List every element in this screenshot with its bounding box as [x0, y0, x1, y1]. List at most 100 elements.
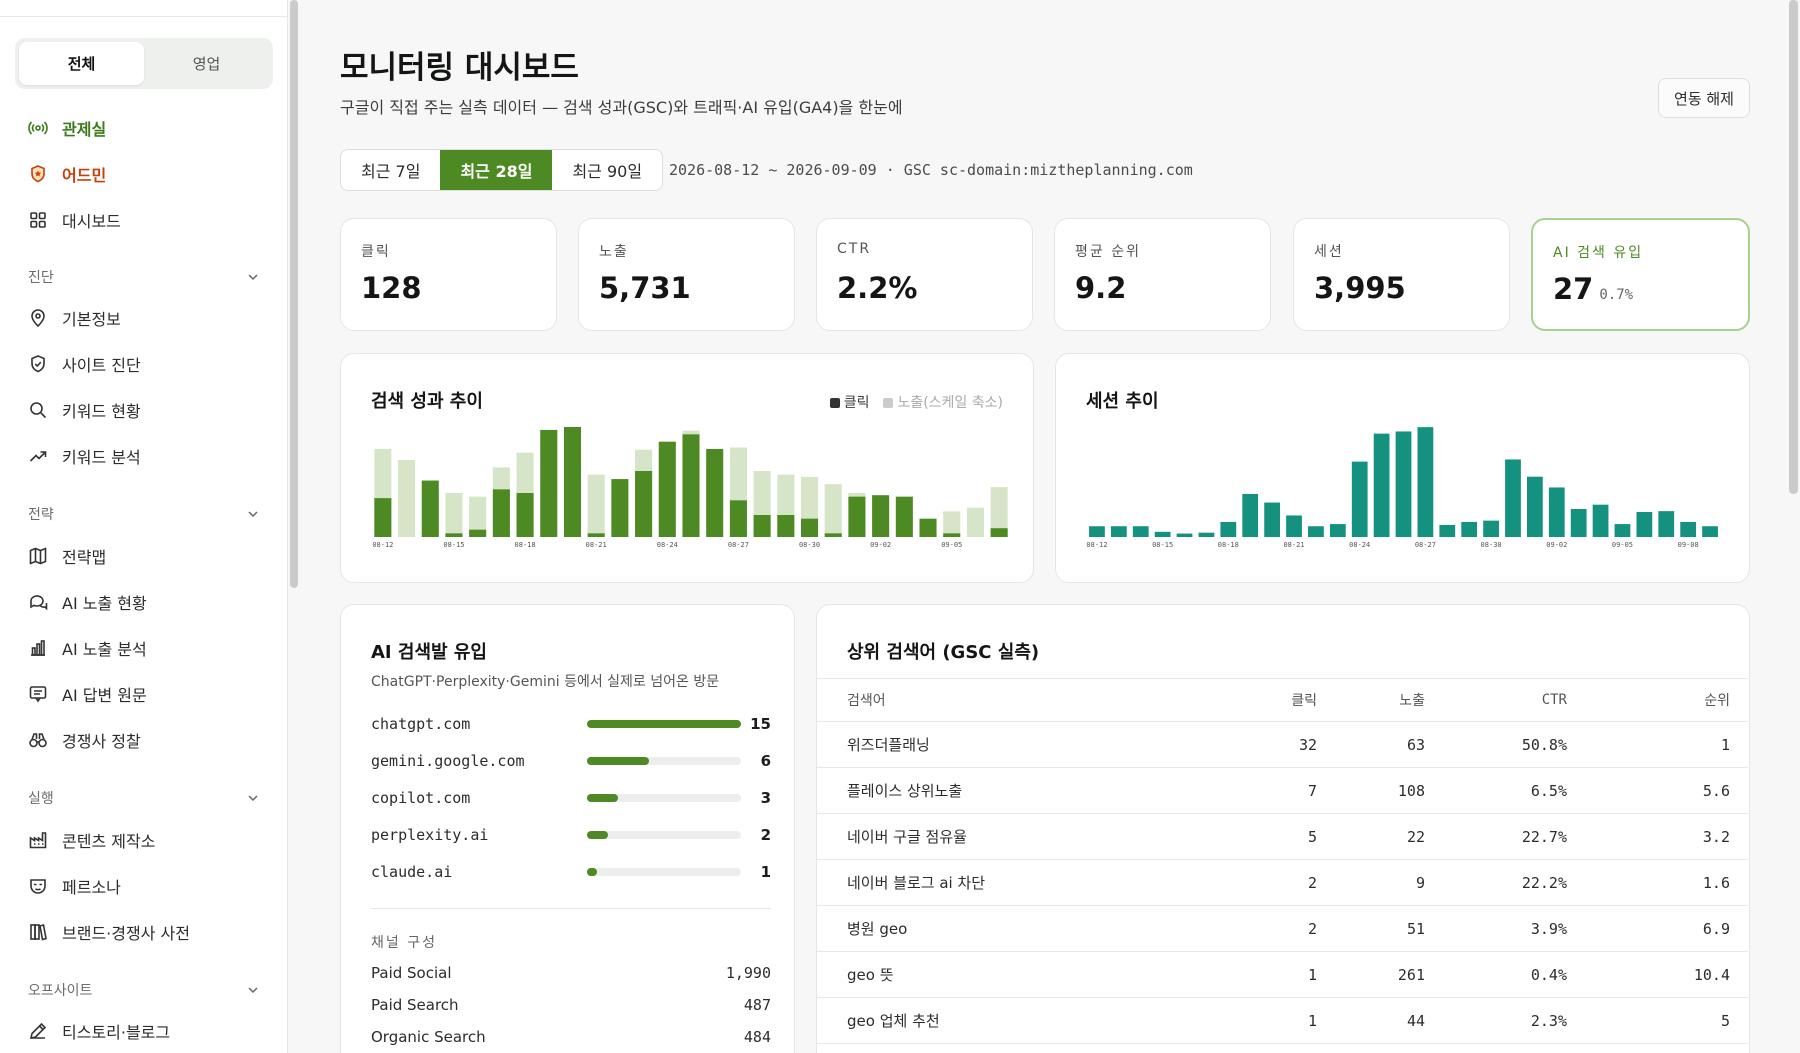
referral-source: perplexity.ai	[371, 826, 489, 844]
nav-keyword-analysis[interactable]: 키워드 분석	[28, 438, 268, 474]
card-subtitle: ChatGPT·Perplexity·Gemini 등에서 실제로 넘어온 방문	[371, 674, 720, 690]
chevron-down-icon	[248, 511, 258, 518]
segment-sales[interactable]: 영업	[192, 55, 221, 73]
nav-admin[interactable]: 어드민	[28, 156, 268, 192]
referral-bar	[587, 794, 741, 802]
kpi-card-ai-referral: AI 검색 유입 27 0.7%	[1531, 218, 1750, 331]
kpi-label: 노출	[599, 244, 629, 260]
sidebar-top-divider	[0, 16, 288, 17]
table-row[interactable]: geo 업체 추천 1 44 2.3% 5	[817, 998, 1748, 1044]
nav-content-factory[interactable]: 콘텐츠 제작소	[28, 822, 268, 858]
channel-name: Organic Search	[371, 1028, 486, 1046]
table-row[interactable]: 네이버 블로그 ai 차단 2 9 22.2% 1.6	[817, 860, 1748, 906]
range-28d-button[interactable]: 최근 28일	[440, 150, 553, 190]
nav-dashboard[interactable]: 대시보드	[28, 202, 268, 238]
sessions-bar	[1264, 502, 1281, 537]
table-header: 검색어 클릭 노출 CTR 순위	[817, 678, 1748, 722]
clicks-bar	[587, 533, 605, 537]
disconnect-button[interactable]: 연동 해제	[1658, 78, 1750, 118]
col-query[interactable]: 검색어	[847, 693, 886, 709]
col-position[interactable]: 순위	[1704, 693, 1730, 709]
x-tick-label: 08-12	[1086, 541, 1107, 549]
cell-clicks: 2	[1307, 873, 1317, 892]
nav-keyword-status[interactable]: 키워드 현황	[28, 392, 268, 428]
sessions-bar	[1614, 524, 1631, 537]
clicks-bar	[445, 533, 463, 537]
kpi-card-sessions: 세션 3,995	[1293, 218, 1510, 331]
nav-label: AI 답변 원문	[62, 686, 147, 705]
clicks-bar	[800, 518, 819, 537]
sessions-bar	[1483, 520, 1499, 537]
x-tick-label: 09-05	[941, 541, 962, 549]
sessions-bar	[1286, 515, 1302, 537]
cell-clicks: 7	[1307, 781, 1317, 800]
x-tick-label: 08-18	[515, 541, 536, 549]
nav-competitor-recon[interactable]: 경쟁사 정찰	[28, 722, 268, 758]
nav-label: 키워드 분석	[62, 448, 141, 467]
nav-tistory-blog[interactable]: 티스토리·블로그	[28, 1013, 268, 1049]
sidebar-scrollbar[interactable]	[290, 0, 298, 588]
main-scrollbar[interactable]	[1789, 0, 1798, 494]
kpi-label: 평균 순위	[1075, 244, 1141, 260]
factory-icon	[29, 832, 47, 849]
kpi-card-ctr: CTR 2.2%	[816, 218, 1033, 331]
nav-ai-answer-source[interactable]: AI 답변 원문	[28, 676, 268, 712]
scope-segmented-control: 전체 영업	[15, 38, 273, 89]
nav-control-room[interactable]: 관제실	[28, 110, 268, 146]
channel-row: Organic Search 484	[371, 1023, 771, 1051]
nav-strategy-map[interactable]: 전략맵	[28, 538, 268, 574]
cell-position: 5.6	[1702, 781, 1730, 800]
nav-basic-info[interactable]: 기본정보	[28, 300, 268, 336]
range-90d-button[interactable]: 최근 90일	[572, 162, 643, 181]
referral-bar-fill	[587, 757, 649, 765]
col-impressions[interactable]: 노출	[1399, 693, 1425, 709]
clicks-bar	[777, 515, 795, 537]
nav-label: 키워드 현황	[62, 402, 141, 421]
kpi-value: 2.2%	[837, 271, 918, 305]
nav-section-execution[interactable]: 실행	[28, 786, 260, 810]
referral-bar	[587, 757, 741, 765]
col-clicks[interactable]: 클릭	[1291, 693, 1317, 709]
x-tick-label: 08-27	[1415, 541, 1436, 549]
sessions-trend-chart: 08-12 08-15 08-18 08-21 08-24 08-27 08-30 09-02…	[1086, 427, 1718, 549]
range-7d-button[interactable]: 최근 7일	[361, 162, 421, 181]
cell-impressions: 108	[1397, 781, 1425, 800]
date-range-info: 2026-08-12 ~ 2026-09-09 · GSC sc-domain:…	[669, 161, 1193, 179]
sessions-bar	[1154, 531, 1171, 537]
nav-ai-exposure-analysis[interactable]: AI 노출 분석	[28, 630, 268, 666]
x-tick-label: 08-12	[372, 541, 393, 549]
col-ctr[interactable]: CTR	[1541, 692, 1567, 708]
mask-icon	[30, 879, 46, 894]
table-row[interactable]: 위즈더플래닝 32 63 50.8% 1	[817, 722, 1748, 768]
clicks-bar	[374, 498, 392, 537]
nav-ai-exposure-status[interactable]: AI 노출 현황	[28, 584, 268, 620]
table-row[interactable]: 네이버 구글 점유율 5 22 22.7% 3.2	[817, 814, 1748, 860]
main-content: 모니터링 대시보드 구글이 직접 주는 실측 데이터 — 검색 성과(GSC)와…	[300, 0, 1788, 1053]
nav-persona[interactable]: 페르소나	[28, 868, 268, 904]
nav-section-offsite[interactable]: 오프사이트	[28, 978, 260, 1002]
x-tick-label: 08-15	[443, 541, 464, 549]
table-row[interactable]: 병원 geo 2 51 3.9% 6.9	[817, 906, 1748, 952]
cell-ctr: 50.8%	[1521, 735, 1567, 754]
sessions-bar	[1176, 533, 1193, 537]
nav-brand-dictionary[interactable]: 브랜드·경쟁사 사전	[28, 914, 268, 950]
x-tick-label: 09-02	[870, 541, 891, 549]
channel-value: 484	[743, 1028, 771, 1046]
section-title: 오프사이트	[28, 983, 93, 999]
nav-section-diagnosis[interactable]: 진단	[28, 265, 260, 289]
channel-name: Paid Search	[371, 996, 459, 1014]
top-queries-card: 상위 검색어 (GSC 실측) 검색어 클릭 노출 CTR 순위 위즈더플래닝 3…	[816, 604, 1750, 1053]
sessions-bar	[1526, 476, 1543, 537]
cell-impressions: 44	[1406, 1011, 1425, 1030]
channel-name: Paid Social	[371, 964, 452, 982]
table-row[interactable]: 플레이스 상위노출 7 108 6.5% 5.6	[817, 768, 1748, 814]
cell-clicks: 2	[1307, 919, 1317, 938]
table-row[interactable]: geo 뜻 1 261 0.4% 10.4	[817, 952, 1748, 998]
clicks-bar	[895, 496, 913, 537]
kpi-value: 9.2	[1075, 271, 1127, 305]
nav-section-strategy[interactable]: 전략	[28, 502, 260, 526]
ai-referral-card: AI 검색발 유입 ChatGPT·Perplexity·Gemini 등에서 …	[340, 604, 795, 1053]
segment-all[interactable]: 전체	[19, 42, 144, 85]
kpi-label: 세션	[1314, 244, 1344, 260]
nav-site-diagnosis[interactable]: 사이트 진단	[28, 346, 268, 382]
